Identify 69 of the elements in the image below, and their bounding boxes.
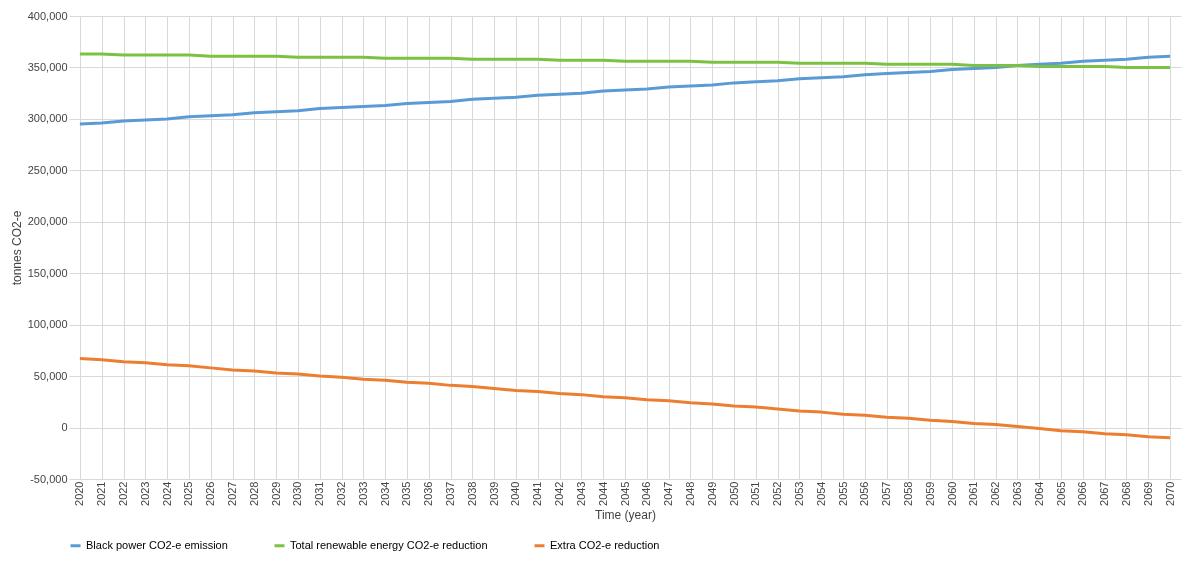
x-tick-label: 2034 (378, 481, 391, 506)
y-tick-label: 250,000 (27, 163, 68, 176)
x-tick-label: 2062 (989, 481, 1002, 506)
y-tick-label: 300,000 (27, 112, 68, 125)
x-tick-label: 2070 (1163, 481, 1176, 506)
x-tick-label: 2022 (117, 481, 130, 506)
y-tick-label: 50,000 (33, 369, 68, 382)
x-tick-label: 2043 (574, 481, 587, 506)
x-tick-label: 2037 (444, 481, 457, 506)
x-tick-label: 2061 (967, 481, 980, 506)
x-tick-label: 2028 (247, 481, 260, 506)
y-tick-label: -50,000 (30, 472, 68, 485)
y-tick-label: 100,000 (27, 318, 68, 331)
y-tick-label: 0 (61, 421, 68, 434)
y-axis-title: tonnes CO2-e (9, 210, 24, 286)
x-tick-label: 2023 (138, 481, 151, 506)
x-tick-label: 2021 (95, 481, 108, 506)
x-tick-label: 2049 (705, 481, 718, 506)
x-tick-label: 2066 (1076, 481, 1089, 506)
x-tick-label: 2057 (880, 481, 893, 506)
x-tick-label: 2024 (160, 481, 173, 506)
x-tick-label: 2020 (73, 481, 86, 506)
x-axis-title: Time (year) (595, 507, 656, 522)
x-tick-label: 2027 (226, 481, 239, 506)
x-tick-label: 2067 (1098, 481, 1111, 506)
x-tick-label: 2059 (923, 481, 936, 506)
x-tick-label: 2047 (662, 481, 675, 506)
line-series (78, 52, 1172, 69)
y-tick-label: 400,000 (27, 9, 68, 22)
x-tick-label: 2055 (836, 481, 849, 506)
y-tick-label: 150,000 (27, 266, 68, 279)
x-tick-label: 2029 (269, 481, 282, 506)
x-tick-label: 2036 (422, 481, 435, 506)
y-tick-label: 350,000 (27, 60, 68, 73)
x-tick-label: 2032 (335, 481, 348, 506)
legend-label: Black power CO2-e emission (86, 538, 228, 551)
x-tick-label: 2068 (1119, 481, 1132, 506)
x-tick-label: 2060 (945, 481, 958, 506)
x-tick-label: 2053 (792, 481, 805, 506)
x-tick-label: 2026 (204, 481, 217, 506)
x-tick-label: 2063 (1010, 481, 1023, 506)
x-tick-label: 2051 (749, 481, 762, 506)
x-tick-label: 2052 (771, 481, 784, 506)
x-tick-label: 2065 (1054, 481, 1067, 506)
x-tick-label: 2033 (356, 481, 369, 506)
x-tick-label: 2042 (553, 481, 566, 506)
x-tick-label: 2054 (814, 481, 827, 506)
x-tick-label: 2058 (901, 481, 914, 506)
x-tick-label: 2041 (531, 481, 544, 506)
x-tick-label: 2025 (182, 481, 195, 506)
x-tick-label: 2039 (487, 481, 500, 506)
x-tick-label: 2064 (1032, 481, 1045, 506)
x-tick-label: 2038 (465, 481, 478, 506)
x-tick-label: 2030 (291, 481, 304, 506)
y-tick-label: 200,000 (27, 215, 68, 228)
x-tick-label: 2045 (618, 481, 631, 506)
x-tick-label: 2056 (858, 481, 871, 506)
line-series (78, 357, 1172, 440)
x-tick-label: 2048 (683, 481, 696, 506)
legend-label: Total renewable energy CO2-e reduction (290, 538, 488, 551)
x-tick-label: 2031 (313, 481, 326, 506)
line-series (78, 54, 1172, 126)
x-tick-label: 2044 (596, 481, 609, 506)
legend-label: Extra CO2-e reduction (550, 538, 660, 551)
x-tick-label: 2050 (727, 481, 740, 506)
x-tick-label: 2046 (640, 481, 653, 506)
x-tick-label: 2069 (1141, 481, 1154, 506)
x-tick-label: 2035 (400, 481, 413, 506)
x-tick-label: 2040 (509, 481, 522, 506)
